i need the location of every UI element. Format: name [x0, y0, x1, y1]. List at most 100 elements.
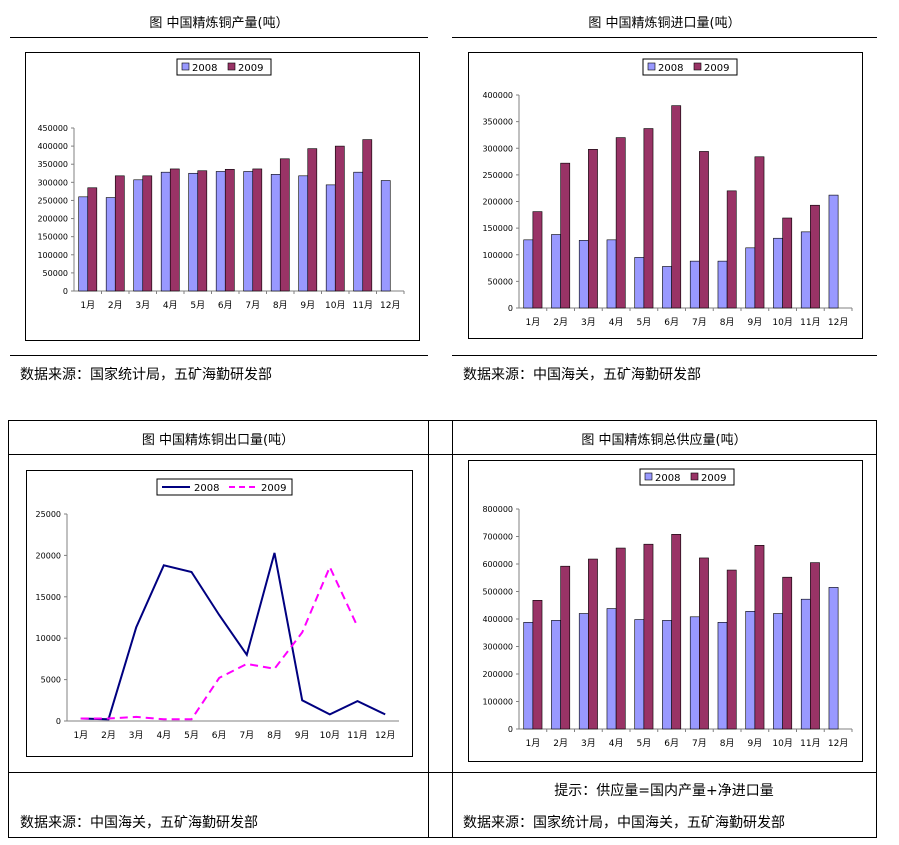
- chart-imports: 400000 350000 300000 250000 200000 150000 1000…: [468, 52, 863, 339]
- bar-2009: [699, 557, 709, 730]
- x-tick-label: 6月: [212, 730, 227, 741]
- x-tick-label: 8月: [267, 730, 282, 741]
- bar-2008: [634, 619, 645, 730]
- x-tick-label: 4月: [156, 730, 171, 741]
- y-tick-label: 20000: [36, 551, 61, 560]
- y-tick-label: 50000: [43, 269, 68, 278]
- legend-label: 2009: [261, 483, 286, 494]
- x-tick-label: 3月: [135, 300, 150, 311]
- bar-2009: [671, 534, 682, 730]
- x-tick-label: 8月: [720, 738, 735, 749]
- legend-label: 2008: [658, 63, 683, 74]
- bar-2009: [334, 145, 345, 292]
- bar-2009: [252, 168, 263, 292]
- x-tick-label: 4月: [609, 317, 624, 328]
- bar-2008: [800, 231, 811, 309]
- y-tick-label: 0: [508, 304, 513, 313]
- table-bottom-rule: [8, 837, 877, 838]
- x-tick-label: 7月: [692, 738, 707, 749]
- bar-2008: [689, 260, 700, 309]
- bar-2008: [325, 184, 336, 292]
- source-imports: 数据来源：中国海关，五矿海勤研发部: [463, 367, 701, 383]
- legend-swatch: [227, 62, 236, 71]
- y-tick-label: 150000: [37, 233, 68, 242]
- y-tick-label: 400000: [482, 615, 513, 624]
- legend-swatch: [693, 62, 702, 71]
- bar-2009: [532, 211, 543, 309]
- bar-2009: [87, 187, 98, 292]
- bar-2008: [551, 234, 561, 309]
- bar-2008: [717, 260, 728, 309]
- y-tick-label: 700000: [482, 533, 513, 542]
- x-tick-label: 6月: [664, 317, 679, 328]
- bar-2009: [810, 562, 820, 730]
- bar-2008: [745, 611, 756, 730]
- supply-bar-chart: 800000 700000 600000 500000 400000 300000 2000…: [482, 468, 853, 749]
- x-tick-label: 2月: [108, 300, 123, 311]
- bar-2008: [828, 587, 839, 730]
- y-tick-label: 100000: [482, 698, 513, 707]
- y-tick-label: 5000: [41, 676, 61, 685]
- bar-2008: [717, 622, 728, 730]
- legend-label: 2008: [192, 63, 217, 74]
- top-right-rule: [452, 37, 877, 38]
- legend-label: 2009: [701, 473, 726, 484]
- bar-2008: [634, 257, 645, 309]
- x-tick-label: 10月: [772, 738, 792, 749]
- bar-2009: [588, 558, 598, 730]
- bar-2009: [197, 170, 208, 292]
- x-tick-label: 5月: [184, 730, 199, 741]
- x-tick-label: 3月: [129, 730, 144, 741]
- bar-2008: [689, 616, 700, 730]
- bar-2008: [523, 239, 534, 309]
- bar-2008: [662, 266, 672, 309]
- bar-2008: [800, 598, 811, 730]
- x-tick-label: 11月: [347, 730, 367, 741]
- legend-label: 2008: [194, 483, 219, 494]
- exports-line-chart: 25000 20000 15000 10000 5000 0 1月 2月 3月 4月 5月 6月 7月 8…: [36, 478, 399, 741]
- bar-2009: [643, 128, 654, 309]
- bar-2008: [353, 171, 364, 292]
- legend-swatch: [644, 472, 653, 481]
- chart-title-supply: 图 中国精炼铜总供应量(吨）: [581, 433, 747, 448]
- y-tick-label: 150000: [482, 224, 513, 233]
- table-title-rule: [8, 454, 877, 455]
- y-tick-label: 300000: [37, 178, 68, 187]
- x-tick-label: 9月: [748, 738, 763, 749]
- bar-2008: [606, 239, 617, 309]
- x-tick-label: 4月: [163, 300, 178, 311]
- bar-2009: [169, 168, 180, 292]
- x-tick-label: 10月: [320, 730, 340, 741]
- y-tick-label: 10000: [36, 634, 61, 643]
- bar-2008: [298, 175, 309, 292]
- bar-2008: [78, 196, 89, 292]
- bar-2009: [114, 175, 125, 292]
- bar-2009: [643, 543, 654, 730]
- x-tick-label: 9月: [295, 730, 310, 741]
- x-tick-label: 6月: [218, 300, 233, 311]
- bar-2009: [810, 204, 820, 309]
- bar-2009: [782, 217, 793, 309]
- y-tick-label: 350000: [37, 160, 68, 169]
- y-tick-label: 25000: [36, 510, 61, 519]
- bar-2008: [188, 172, 199, 292]
- x-tick-label: 5月: [637, 738, 652, 749]
- bar-2009: [362, 139, 373, 292]
- legend-box: [642, 58, 738, 76]
- bar-2009: [224, 168, 235, 292]
- bar-2009: [615, 137, 626, 309]
- bar-2008: [243, 171, 254, 292]
- bar-2009: [279, 158, 290, 292]
- supply-note: 提示：供应量=国内产量+净进口量: [554, 783, 774, 799]
- bar-2008: [523, 622, 534, 730]
- bar-2009: [560, 565, 571, 730]
- y-tick-label: 0: [63, 287, 68, 296]
- legend-swatch: [690, 472, 699, 481]
- y-tick-label: 250000: [482, 171, 513, 180]
- table-top-rule: [8, 420, 877, 421]
- x-tick-label: 4月: [609, 738, 624, 749]
- x-tick-label: 7月: [692, 317, 707, 328]
- bar-2009: [726, 569, 737, 730]
- y-tick-label: 200000: [37, 215, 68, 224]
- mid-right-rule: [452, 355, 877, 356]
